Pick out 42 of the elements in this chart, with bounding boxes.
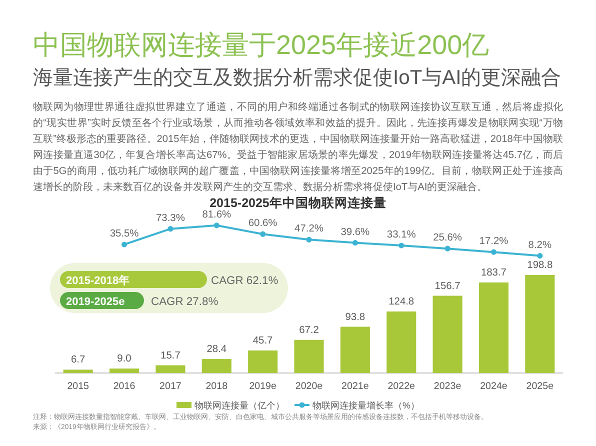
x-tick-label: 2018 bbox=[206, 381, 228, 392]
x-tick-label: 2025e bbox=[526, 381, 554, 392]
annotation: 2019-2025e bbox=[66, 296, 125, 308]
data-label: 28.4 bbox=[206, 344, 227, 355]
data-label: 47.2% bbox=[294, 224, 324, 235]
annotation: CAGR 27.8% bbox=[151, 296, 218, 308]
data-label: 183.7 bbox=[480, 267, 506, 278]
annotation: CAGR 62.1% bbox=[211, 275, 278, 287]
annotation-paragraph: 物联网为物理世界通往虚拟世界建立了通道，不同的用户和终端通过各制式的物联网连接协议互联互通，然后将虚拟化的“现实世界”实时反馈至各个行业或场景，从而推动各领域效率和效益的提升。因此，先连接再爆发是物联网实现“万物互联”终极形态的重要路径。2015年始，伴随物联网技术的更迭，中国物联网连接量开始一路高歌猛进，2018年中国物联网连接量直逼30亿，年复合增长率高达67%。受益于智能家居场景的率先爆发，2019年物联网连接量将达45.7亿，而后由于5G的商用，低功耗广域物联网的超广覆盖，中国物联网连接量将增至2025年的199亿。目前，物联网正处于连接高速增长的阶段，未来数百亿的设备并发联网产生的交互需求、数据分析需求将促使IoT与AI的更深融合。 bbox=[33, 100, 563, 195]
x-tick-label: 2024e bbox=[480, 381, 508, 392]
data-label: 8.2% bbox=[528, 240, 552, 251]
legend-label: 物联网连接量增长率（%） bbox=[312, 400, 420, 410]
legend-label: 物联网连接量（亿个） bbox=[194, 400, 284, 410]
data-label: 6.7 bbox=[71, 354, 86, 366]
data-label: 124.8 bbox=[388, 296, 414, 308]
data-label: 81.6% bbox=[202, 209, 232, 220]
data-label: 73.3% bbox=[156, 212, 185, 224]
data-label: 198.8 bbox=[527, 260, 553, 271]
x-tick-label: 2021e bbox=[342, 381, 369, 392]
title: 中国物联网连接量于2025年接近200亿 bbox=[33, 29, 490, 61]
data-label: 45.7 bbox=[252, 335, 273, 346]
data-label: 156.7 bbox=[434, 280, 460, 292]
data-label: 25.6% bbox=[433, 232, 462, 244]
data-label: 67.2 bbox=[299, 324, 319, 336]
data-label: 60.6% bbox=[248, 218, 278, 230]
x-tick-label: 2015 bbox=[67, 381, 89, 392]
x-tick-label: 2019e bbox=[249, 381, 276, 392]
x-tick-label: 2020e bbox=[295, 381, 323, 392]
subtitle: 海量连接产生的交互及数据分析需求促使IoT与AI的更深融合 bbox=[33, 66, 562, 91]
data-label: 39.6% bbox=[340, 226, 370, 238]
data-label: 35.5% bbox=[110, 228, 139, 240]
annotation-chart-title: 2015-2025年中国物联网连接量 bbox=[210, 196, 386, 210]
data-label: 17.2% bbox=[479, 236, 508, 248]
x-tick-label: 2023e bbox=[434, 381, 462, 392]
x-tick-label: 2022e bbox=[388, 381, 415, 392]
x-tick-label: 2016 bbox=[113, 381, 136, 392]
x-tick-label: 2017 bbox=[160, 381, 182, 392]
data-label: 33.1% bbox=[386, 230, 416, 240]
annotation: 2015-2018年 bbox=[66, 274, 130, 287]
data-label: 15.7 bbox=[160, 350, 180, 362]
data-label: 93.8 bbox=[345, 312, 366, 323]
data-label: 9.0 bbox=[117, 354, 132, 365]
